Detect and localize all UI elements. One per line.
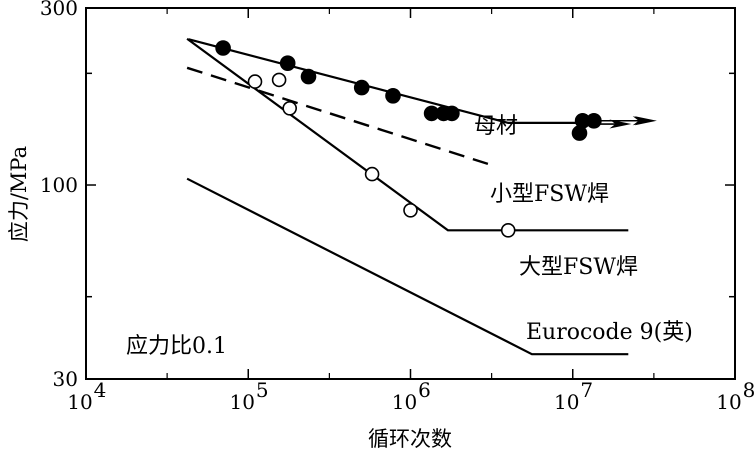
y-tick-label: 300 — [40, 0, 78, 20]
runout-arrow-head — [609, 119, 632, 129]
series-lines — [186, 37, 657, 356]
series-line-1 — [186, 66, 489, 166]
large-fsw-point — [282, 101, 298, 116]
base-metal-point — [353, 79, 370, 96]
x-tick-label: 10 — [392, 390, 417, 414]
axis-ticks — [86, 8, 735, 379]
y-tick-label: 30 — [53, 367, 78, 391]
x-tick-label: 10 — [554, 390, 579, 414]
x-axis-title: 循环次数 — [368, 427, 452, 451]
x-tick-exponent: 4 — [94, 378, 107, 402]
x-tick-label: 10 — [67, 390, 92, 414]
series-line-3 — [186, 177, 629, 356]
x-tick-labels: 10 4 10 5 10 6 10 7 10 8 — [67, 378, 754, 414]
series-label-3: Eurocode 9(英) — [526, 320, 693, 345]
series-label-1: 小型FSW焊 — [490, 182, 609, 207]
series-line-0 — [188, 38, 586, 125]
series-label-0: 母材 — [474, 114, 518, 139]
x-tick-label: 10 — [230, 390, 255, 414]
runout-arrow-head — [634, 116, 657, 126]
series-line-2 — [186, 37, 629, 232]
x-tick-exponent: 6 — [418, 378, 431, 402]
x-tick-exponent: 7 — [580, 378, 593, 402]
large-fsw-point — [364, 166, 380, 182]
x-tick-exponent: 5 — [256, 378, 269, 402]
base-metal-point — [385, 88, 401, 104]
series-label-2: 大型FSW焊 — [519, 255, 638, 280]
x-tick-exponent: 8 — [743, 378, 754, 402]
y-tick-labels: 300 100 30 — [40, 0, 78, 391]
x-tick-label: 10 — [716, 390, 741, 414]
base-metal-point — [586, 113, 602, 129]
large-fsw-point — [247, 74, 263, 89]
series-markers — [215, 40, 602, 238]
base-metal-point — [300, 68, 317, 85]
base-metal-point — [279, 55, 296, 72]
y-tick-label: 100 — [40, 173, 78, 197]
large-fsw-point — [271, 72, 287, 88]
y-axis-title: 应力/MPa — [7, 146, 31, 242]
stress-ratio-annotation: 应力比0.1 — [126, 334, 227, 359]
large-fsw-point — [403, 203, 418, 218]
base-metal-point — [215, 40, 231, 56]
large-fsw-point — [500, 223, 516, 238]
base-metal-point — [444, 105, 460, 122]
